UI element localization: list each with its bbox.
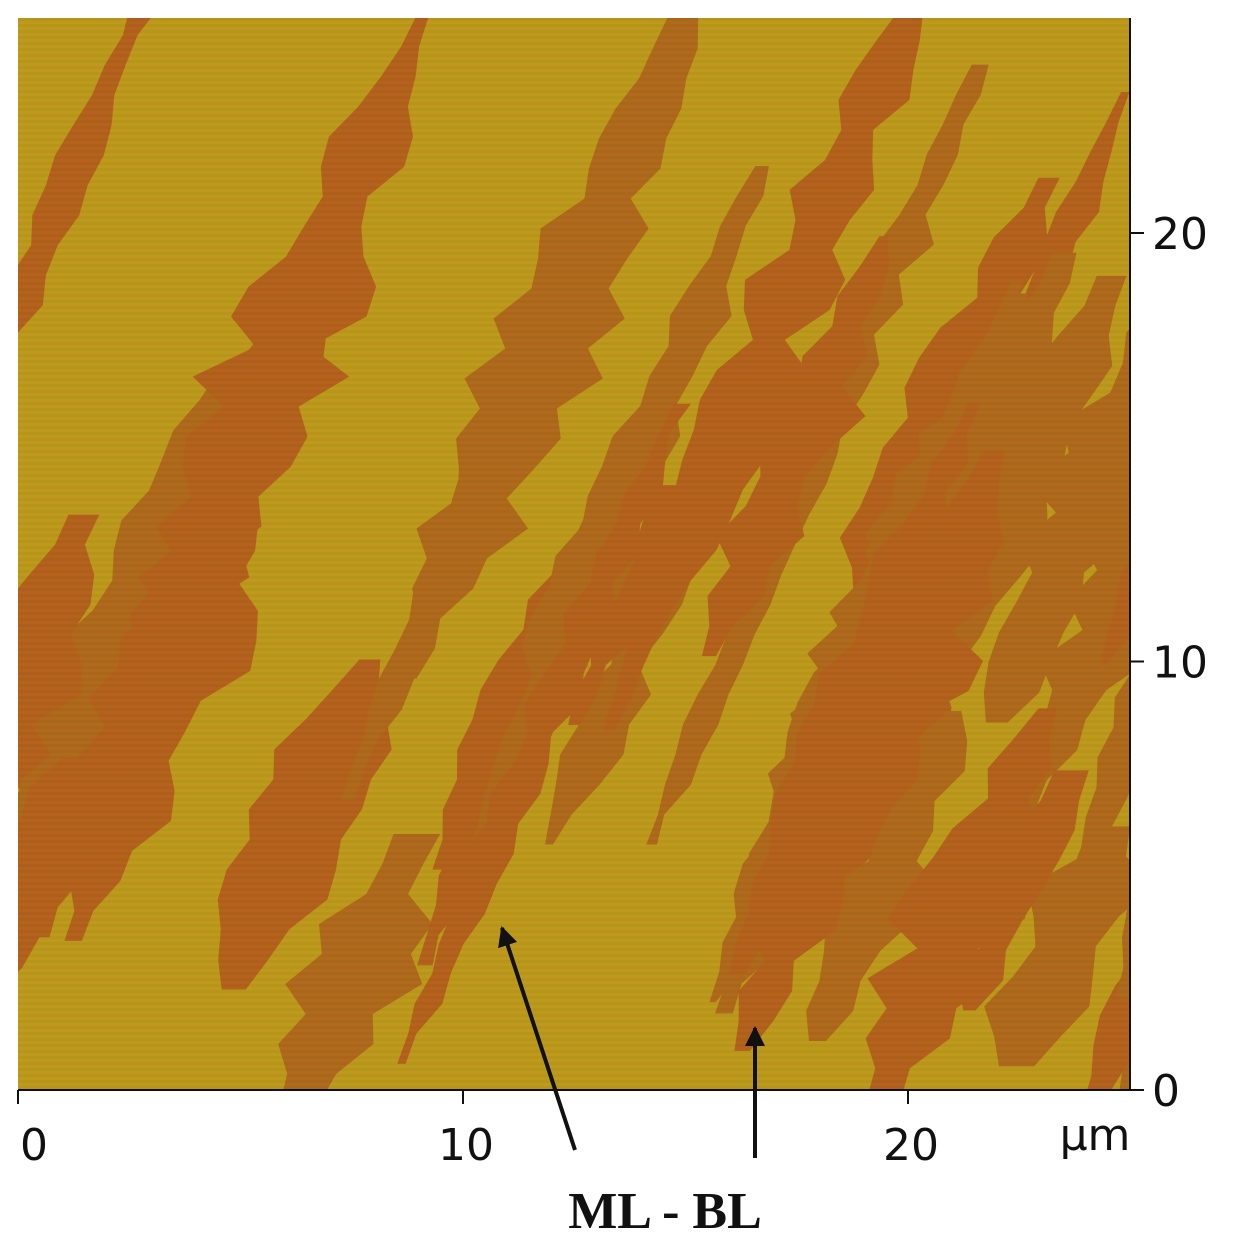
y-tick-label: 0	[1152, 1066, 1180, 1117]
axes: 0 10 20 0 10 20	[17, 209, 1208, 1171]
domain	[1131, 653, 1247, 1073]
x-tick-label: 10	[438, 1120, 494, 1171]
arrow	[498, 926, 577, 1151]
domain	[0, 717, 15, 987]
x-unit: μm	[1060, 1110, 1131, 1161]
annotation: ML - BL	[568, 1183, 762, 1240]
y-tick-label: 10	[1152, 638, 1208, 689]
scan-lines	[18, 18, 1130, 1090]
domain	[1159, 80, 1247, 710]
y-tick-label: 20	[1152, 209, 1208, 260]
x-tick-label: 20	[883, 1120, 939, 1171]
x-tick-label: 0	[20, 1120, 48, 1171]
